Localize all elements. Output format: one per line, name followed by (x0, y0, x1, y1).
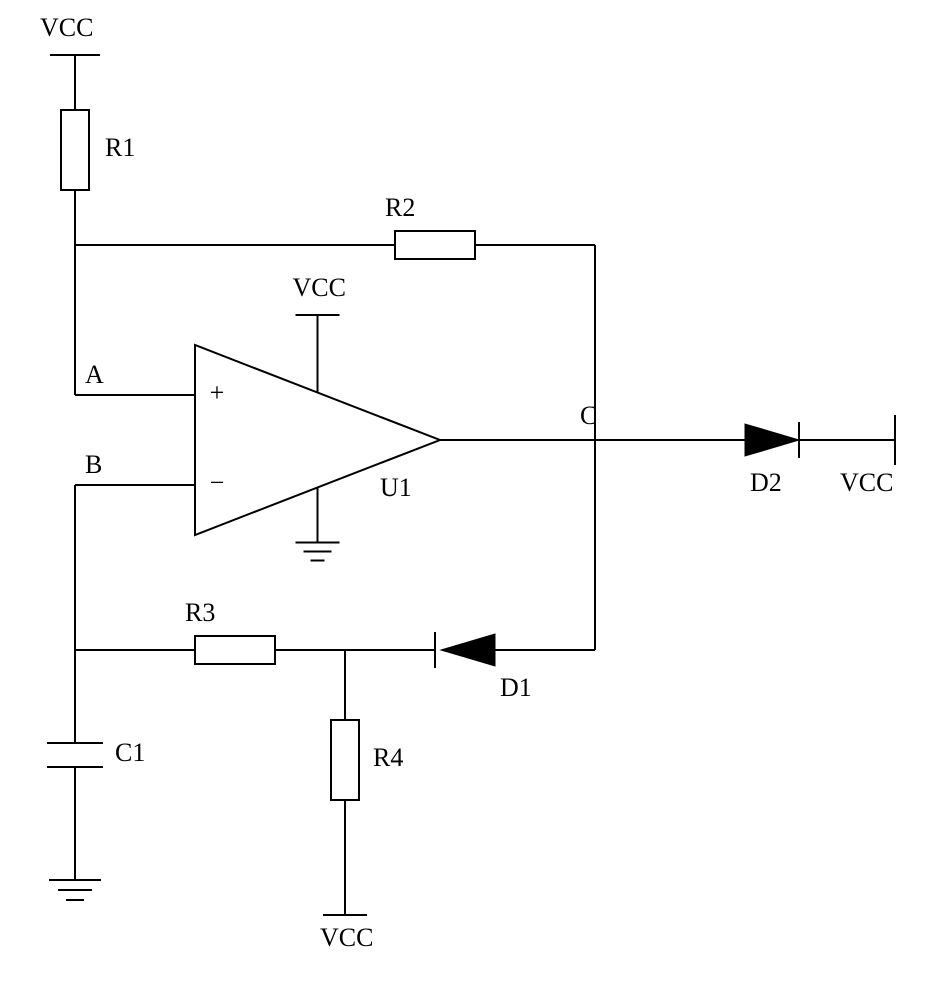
node-b-label: B (85, 450, 102, 479)
d1-label: D1 (500, 673, 532, 702)
r4-label: R4 (373, 743, 403, 772)
d2-label: D2 (750, 468, 782, 497)
vcc-bottom-label: VCC (320, 923, 373, 952)
vcc-mid-label: VCC (293, 273, 346, 302)
vcc-right-label: VCC (840, 468, 893, 497)
diode-d2 (745, 424, 799, 456)
u1-label: U1 (380, 473, 412, 502)
node-a-label: A (85, 360, 104, 389)
r2-label: R2 (385, 193, 415, 222)
c1-label: C1 (115, 738, 145, 767)
circuit-schematic: VCC R1 R2 A B + − U1 VCC C D2 VCC R3 D1 R4 VCC C1 (0, 0, 938, 1000)
r1-label: R1 (105, 133, 135, 162)
opamp-minus: − (210, 468, 225, 497)
node-c-label: C (580, 401, 597, 430)
r3-label: R3 (185, 598, 215, 627)
opamp-plus: + (210, 378, 225, 407)
diode-d1 (441, 634, 495, 666)
vcc-top-label: VCC (40, 13, 93, 42)
